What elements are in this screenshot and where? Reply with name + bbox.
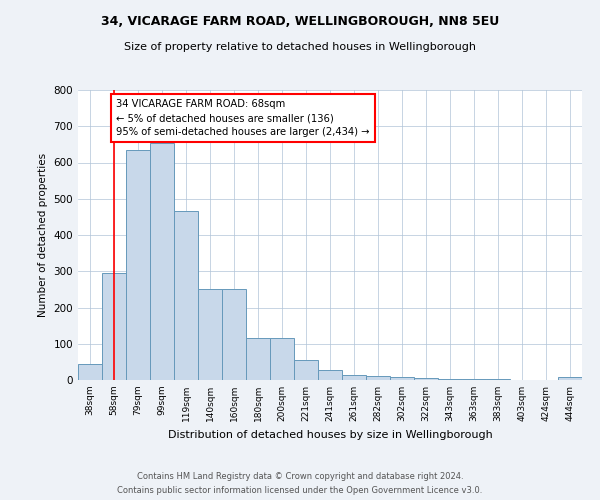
Bar (78, 364, 102, 380)
Text: Contains HM Land Registry data © Crown copyright and database right 2024.: Contains HM Land Registry data © Crown c… (137, 472, 463, 481)
Text: Contains public sector information licensed under the Open Government Licence v3: Contains public sector information licen… (118, 486, 482, 495)
Text: Size of property relative to detached houses in Wellingborough: Size of property relative to detached ho… (124, 42, 476, 52)
Text: 34, VICARAGE FARM ROAD, WELLINGBOROUGH, NN8 5EU: 34, VICARAGE FARM ROAD, WELLINGBOROUGH, … (101, 15, 499, 28)
Text: 34 VICARAGE FARM ROAD: 68sqm
← 5% of detached houses are smaller (136)
95% of se: 34 VICARAGE FARM ROAD: 68sqm ← 5% of det… (116, 99, 370, 137)
Bar (246, 338, 270, 380)
Bar (126, 150, 150, 380)
Bar (462, 379, 486, 380)
Bar (150, 142, 174, 380)
Bar (102, 273, 126, 380)
Bar (270, 338, 294, 380)
Y-axis label: Number of detached properties: Number of detached properties (38, 153, 48, 317)
X-axis label: Distribution of detached houses by size in Wellingborough: Distribution of detached houses by size … (167, 430, 493, 440)
Bar (366, 376, 390, 380)
Bar (198, 290, 222, 380)
Bar (294, 360, 318, 380)
Bar (342, 374, 366, 380)
Bar (318, 370, 342, 380)
Bar (438, 378, 462, 380)
Bar (558, 377, 582, 380)
Bar (174, 212, 198, 380)
Bar (222, 290, 246, 380)
Bar (414, 378, 438, 380)
Bar (390, 377, 414, 380)
